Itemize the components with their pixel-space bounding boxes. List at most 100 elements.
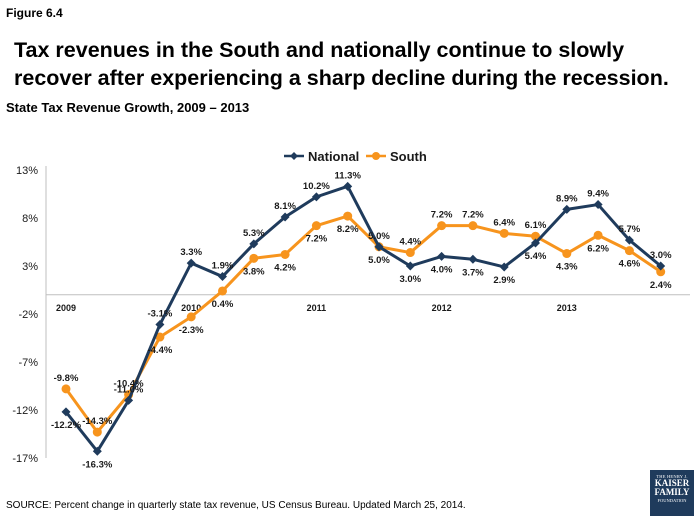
y-tick-label: -2% [18,309,38,321]
x-year-label: 2009 [56,303,76,313]
x-year-label: 2010 [181,303,201,313]
national-point [280,212,290,222]
national-point [124,395,134,405]
national-point [249,239,259,249]
south-point [343,211,353,221]
south-point [186,312,196,322]
south-point [499,228,509,238]
legend-south-label: South [390,149,427,164]
south-data-label: 7.2% [462,210,484,221]
south-data-label: 5.0% [368,231,390,242]
south-point [92,427,102,437]
south-data-label: 0.4% [212,299,234,310]
national-data-label: 3.7% [462,267,484,278]
south-data-label: 4.4% [399,237,421,248]
south-point [155,332,165,342]
national-data-label: 10.2% [303,181,330,192]
south-point [562,249,572,259]
national-data-label: 5.7% [619,224,641,235]
source-note: SOURCE: Percent change in quarterly stat… [6,500,466,511]
national-point [61,407,71,417]
kaiser-logo: THE HENRY J. KAISER FAMILY FOUNDATION [650,470,694,516]
national-data-label: 11.3% [334,170,361,181]
national-point [437,251,447,261]
south-point [624,246,634,256]
logo-line-1: THE HENRY J. [656,474,688,479]
south-point [311,221,321,231]
national-point [656,261,666,271]
x-year-label: 2011 [307,303,327,313]
national-point [374,242,384,252]
y-tick-label: -12% [12,405,38,417]
south-point [656,267,666,277]
south-point [218,286,227,296]
south-data-label: 6.1% [525,220,547,231]
south-data-label: -4.4% [147,345,172,356]
national-point [343,181,353,191]
figure-label: Figure 6.4 [6,6,63,20]
national-data-label: -3.1% [147,309,172,320]
south-point [249,253,259,263]
south-data-label: 6.4% [493,217,515,228]
national-point [218,272,227,282]
y-tick-label: -7% [18,357,38,369]
south-data-label: 4.2% [274,262,296,273]
south-data-label: 6.2% [587,243,609,254]
line-chart: 13% 8% 3% -2% -7% -12% -17% 2009 2010 2011 2012 201… [12,149,690,470]
y-tick-label: 8% [22,213,38,225]
national-series-line [64,184,662,453]
south-point [593,230,603,240]
headline: Tax revenues in the South and nationally… [14,38,669,90]
logo-line-2: KAISER [654,478,690,488]
south-data-label: -2.3% [179,325,204,336]
national-data-label: 3.0% [399,274,421,285]
national-point [593,200,603,210]
south-data-label: 8.2% [337,224,359,235]
national-data-label: 8.9% [556,193,578,204]
south-data-label: -9.8% [54,373,79,384]
national-data-label: 5.0% [368,255,390,266]
south-point [468,221,478,231]
logo-line-4: FOUNDATION [657,498,687,503]
south-data-label: -14.3% [82,416,113,427]
logo-line-3: FAMILY [654,487,690,497]
national-data-label: 9.4% [587,189,609,200]
national-data-label: 5.3% [243,228,265,239]
south-data-label: 2.4% [650,280,672,291]
national-point [562,204,572,214]
south-data-label: 4.3% [556,262,578,273]
legend-south-marker [372,152,380,160]
national-data-label: -12.2% [51,420,82,431]
national-point [155,320,165,330]
national-data-label: -11.0% [114,384,144,395]
south-point [61,384,71,394]
south-data-label: -10.4% [114,379,145,390]
national-point [311,192,321,202]
national-data-label: 3.3% [180,247,202,258]
national-point [186,258,196,268]
y-tick-label: 3% [22,261,38,273]
legend-national-marker [290,152,298,160]
south-data-label: 3.8% [243,266,265,277]
national-point [92,446,102,456]
national-data-label: 5.4% [525,251,547,262]
national-data-label: 8.1% [274,201,296,212]
national-point [624,235,634,245]
x-year-label: 2013 [557,303,577,313]
south-data-label: 4.6% [619,259,641,270]
national-point [531,238,540,248]
y-tick-label: -17% [12,453,38,465]
chart-title: State Tax Revenue Growth, 2009 – 2013 [6,100,250,115]
national-point [468,254,478,264]
national-data-label: 3.0% [650,250,672,261]
south-point [280,249,290,259]
south-data-label: 7.2% [431,210,453,221]
national-data-label: 1.9% [212,261,234,272]
south-data-label: 7.2% [306,234,328,245]
x-year-label: 2012 [432,303,452,313]
south-point [437,221,447,231]
y-tick-label: 13% [16,165,38,177]
national-data-label: 4.0% [431,264,453,275]
south-series-line [64,214,662,434]
national-data-label: -16.3% [82,459,113,470]
